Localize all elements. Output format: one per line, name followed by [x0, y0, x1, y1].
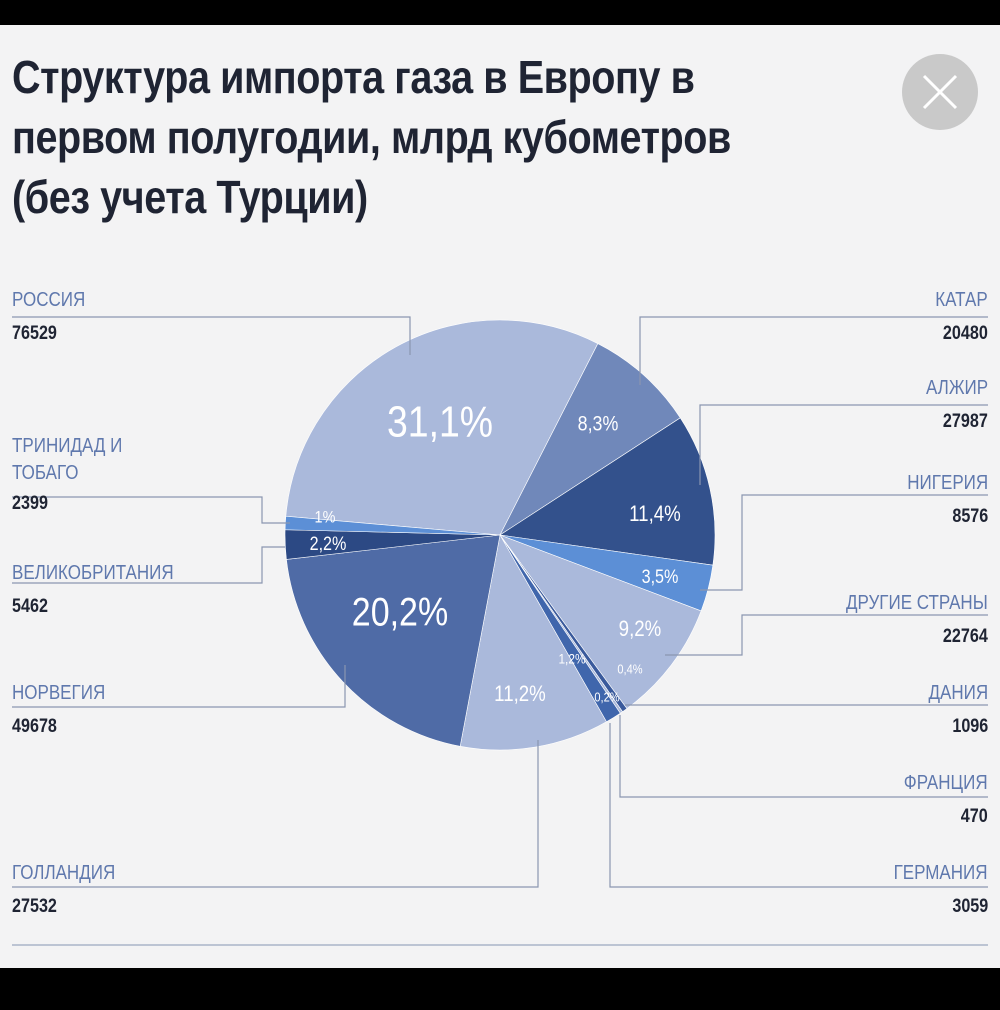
- volume-label: 27532: [12, 896, 57, 917]
- volume-label: 8576: [952, 506, 988, 527]
- category-label: ДРУГИЕ СТРАНЫ: [846, 592, 988, 614]
- chart-title: Структура импорта газа в Европу в первом…: [12, 51, 731, 223]
- slice-label: 1,2%: [558, 651, 586, 667]
- leader-line: [639, 316, 988, 385]
- leader-line: [699, 404, 988, 485]
- pie-slice: [285, 319, 599, 536]
- slice-label: 8,3%: [578, 412, 619, 436]
- leader-line: [609, 723, 988, 888]
- infographic: Структура импорта газа в Европу в первом…: [0, 25, 1000, 968]
- leader-line: [12, 496, 290, 524]
- category-label: ТРИНИДАД И ТОБАГО: [12, 435, 123, 484]
- category-label: РОССИЯ: [12, 289, 86, 311]
- leader-line: [12, 740, 539, 888]
- leader-line: [665, 614, 988, 656]
- category-label: НИГЕРИЯ: [907, 472, 988, 494]
- volume-label: 76529: [12, 323, 57, 344]
- slice-label: 0,2%: [594, 690, 619, 705]
- pie-slice: [286, 534, 501, 747]
- volume-label: 22764: [943, 626, 988, 647]
- category-label: ФРАНЦИЯ: [904, 772, 988, 794]
- slice-label: 31,1%: [387, 397, 493, 447]
- category-label: АЛЖИР: [925, 377, 988, 399]
- leader-line: [619, 715, 988, 798]
- close-icon[interactable]: [922, 74, 958, 110]
- category-label: КАТАР: [935, 289, 988, 311]
- category-label: ВЕЛИКОБРИТАНИЯ: [12, 562, 174, 584]
- slice-label: 20,2%: [352, 589, 448, 634]
- leader-line: [12, 316, 411, 355]
- volume-label: 27987: [943, 411, 988, 432]
- slice-label: 1%: [315, 508, 336, 526]
- volume-label: 2399: [12, 493, 48, 514]
- volume-label: 3059: [952, 896, 988, 917]
- volume-label: 5462: [12, 596, 48, 617]
- slice-label: 0,4%: [617, 662, 642, 677]
- slice-label: 11,2%: [494, 682, 546, 706]
- chart: 31,1% 8,3% 11,4% 3,5% 9,2% 0,4% 0,2% 1,2% 11,2% 2…: [12, 54, 988, 946]
- leader-line: [700, 494, 988, 591]
- volume-label: 49678: [12, 716, 57, 737]
- category-label: ГЕРМАНИЯ: [894, 862, 988, 884]
- category-label: ГОЛЛАНДИЯ: [12, 862, 116, 884]
- pie-slice: [499, 343, 681, 536]
- category-label: ДАНИЯ: [928, 682, 988, 704]
- category-label: НОРВЕГИЯ: [12, 682, 106, 704]
- leader-line: [12, 665, 346, 708]
- slice-label: 9,2%: [619, 617, 662, 641]
- slice-label: 2,2%: [310, 533, 347, 555]
- pie-slice: [459, 534, 607, 751]
- slice-label: 3,5%: [642, 566, 679, 588]
- slice-label: 11,4%: [629, 502, 681, 526]
- volume-label: 1096: [952, 716, 988, 737]
- volume-label: 20480: [943, 323, 988, 344]
- volume-label: 470: [961, 806, 988, 827]
- close-button[interactable]: [902, 54, 978, 130]
- pie-slice: [499, 417, 716, 566]
- leader-line: [12, 546, 285, 584]
